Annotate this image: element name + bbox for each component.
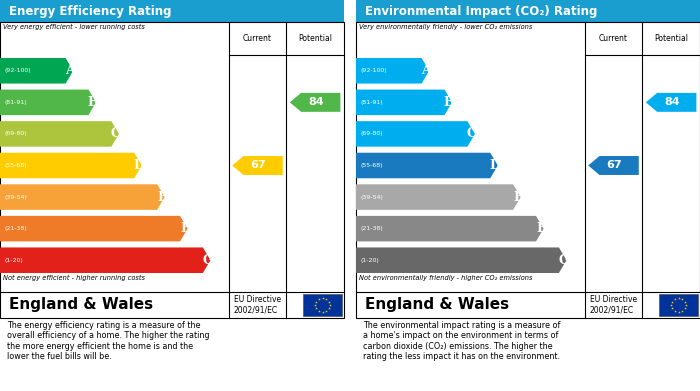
Text: E: E xyxy=(157,190,167,204)
Text: G: G xyxy=(558,254,568,267)
Text: (69-80): (69-80) xyxy=(4,131,27,136)
Text: Not environmentally friendly - higher CO₂ emissions: Not environmentally friendly - higher CO… xyxy=(359,274,533,280)
Text: Potential: Potential xyxy=(654,34,688,43)
Text: (55-68): (55-68) xyxy=(4,163,27,168)
Text: A: A xyxy=(421,64,431,77)
Polygon shape xyxy=(0,58,74,84)
Text: (21-38): (21-38) xyxy=(4,226,27,231)
Bar xyxy=(356,0,700,22)
Text: The energy efficiency rating is a measure of the
overall efficiency of a home. T: The energy efficiency rating is a measur… xyxy=(7,321,209,361)
Text: (39-54): (39-54) xyxy=(4,195,27,199)
Polygon shape xyxy=(0,248,211,273)
Polygon shape xyxy=(0,216,188,241)
Polygon shape xyxy=(356,216,544,241)
Polygon shape xyxy=(356,121,475,147)
Text: 67: 67 xyxy=(251,160,266,170)
Text: F: F xyxy=(536,222,545,235)
Text: C: C xyxy=(467,127,477,140)
Text: Current: Current xyxy=(599,34,628,43)
Polygon shape xyxy=(0,90,96,115)
Text: (1-20): (1-20) xyxy=(4,258,23,263)
Text: B: B xyxy=(88,96,99,109)
Text: Potential: Potential xyxy=(298,34,332,43)
Text: (92-100): (92-100) xyxy=(4,68,31,73)
Text: 84: 84 xyxy=(308,97,324,108)
Polygon shape xyxy=(356,90,452,115)
Text: (1-20): (1-20) xyxy=(360,258,379,263)
Text: 84: 84 xyxy=(664,97,680,108)
Text: (81-91): (81-91) xyxy=(360,100,383,105)
Polygon shape xyxy=(0,121,119,147)
Polygon shape xyxy=(290,93,340,112)
Bar xyxy=(659,294,699,316)
Text: England & Wales: England & Wales xyxy=(365,298,509,312)
Text: D: D xyxy=(134,159,144,172)
Text: 67: 67 xyxy=(607,160,622,170)
Text: (21-38): (21-38) xyxy=(360,226,383,231)
Text: Environmental Impact (CO₂) Rating: Environmental Impact (CO₂) Rating xyxy=(365,5,597,18)
Polygon shape xyxy=(232,156,283,175)
Bar xyxy=(0,0,344,22)
Text: E: E xyxy=(513,190,522,204)
Text: B: B xyxy=(444,96,454,109)
Polygon shape xyxy=(356,248,566,273)
Text: D: D xyxy=(489,159,500,172)
Polygon shape xyxy=(0,184,164,210)
Text: (39-54): (39-54) xyxy=(360,195,383,199)
Text: C: C xyxy=(111,127,121,140)
Polygon shape xyxy=(588,156,639,175)
Text: (55-68): (55-68) xyxy=(360,163,383,168)
Text: F: F xyxy=(180,222,189,235)
Text: England & Wales: England & Wales xyxy=(8,298,153,312)
Text: Very energy efficient - lower running costs: Very energy efficient - lower running co… xyxy=(4,23,146,30)
Polygon shape xyxy=(0,153,142,178)
Text: EU Directive
2002/91/EC: EU Directive 2002/91/EC xyxy=(590,295,637,315)
Text: (92-100): (92-100) xyxy=(360,68,387,73)
Text: (69-80): (69-80) xyxy=(360,131,383,136)
Polygon shape xyxy=(646,93,696,112)
Text: Very environmentally friendly - lower CO₂ emissions: Very environmentally friendly - lower CO… xyxy=(359,23,533,30)
Text: EU Directive
2002/91/EC: EU Directive 2002/91/EC xyxy=(234,295,281,315)
Text: The environmental impact rating is a measure of
a home's impact on the environme: The environmental impact rating is a mea… xyxy=(363,321,561,361)
Text: G: G xyxy=(202,254,213,267)
Text: A: A xyxy=(65,64,75,77)
Polygon shape xyxy=(356,58,429,84)
Polygon shape xyxy=(356,184,521,210)
Bar xyxy=(302,294,342,316)
Polygon shape xyxy=(356,153,498,178)
Text: Current: Current xyxy=(243,34,272,43)
Text: Energy Efficiency Rating: Energy Efficiency Rating xyxy=(8,5,171,18)
Text: Not energy efficient - higher running costs: Not energy efficient - higher running co… xyxy=(4,274,146,280)
Text: (81-91): (81-91) xyxy=(4,100,27,105)
